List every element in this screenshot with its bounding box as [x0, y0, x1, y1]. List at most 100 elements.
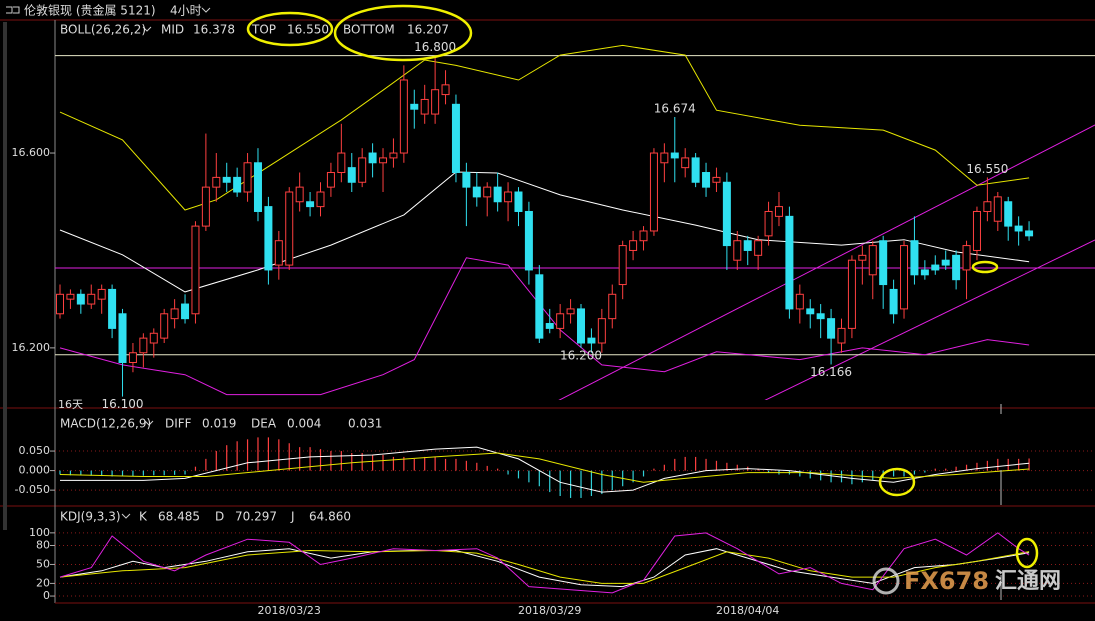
- indicator-name: MACD(12,26,9): [60, 417, 151, 431]
- candle-body: [149, 332, 158, 344]
- candle-body: [795, 293, 804, 310]
- price-annotation: 16.100: [102, 397, 144, 411]
- candle-body: [889, 288, 898, 315]
- y-tick-label: 20: [36, 576, 50, 589]
- candle-body: [441, 84, 450, 96]
- indicator-line: [59, 44, 1030, 211]
- candle-body: [972, 210, 981, 251]
- highlight-circle: [333, 4, 473, 62]
- candle-body: [743, 240, 752, 251]
- indicator-name: BOLL(26,26,2): [60, 23, 146, 37]
- period-label: 16天: [58, 398, 83, 411]
- candle-body: [201, 186, 210, 227]
- candle-body: [847, 259, 856, 329]
- highlight-circle: [246, 11, 334, 47]
- candle-body: [722, 181, 731, 247]
- candle-body: [545, 323, 554, 329]
- candle-body: [577, 308, 585, 344]
- candle-body: [608, 293, 617, 320]
- y-tick-label: 0: [43, 589, 50, 602]
- legend-value: 70.297: [235, 510, 277, 524]
- candle-body: [868, 245, 877, 276]
- candle-body: [87, 293, 96, 305]
- candle-body: [900, 245, 909, 310]
- candle-body: [347, 167, 356, 183]
- x-tick-label: 2018/04/04: [716, 604, 779, 617]
- candle-body: [285, 191, 294, 266]
- candle-body: [1014, 225, 1023, 232]
- price-annotation: 16.550: [966, 162, 1008, 176]
- candle-body: [451, 103, 460, 174]
- candle-body: [483, 186, 492, 198]
- candle-body: [556, 313, 565, 329]
- candle-body: [462, 172, 471, 188]
- candle-body: [774, 206, 783, 217]
- candle-body: [649, 152, 658, 232]
- price-annotation: 16.200: [560, 348, 602, 362]
- indicator-line: [59, 257, 1030, 396]
- legend-value: 0.004: [287, 417, 321, 431]
- link-icon[interactable]: [6, 6, 20, 14]
- legend-value: 0.019: [202, 417, 236, 431]
- legend-name: K: [139, 510, 148, 524]
- dropdown-chevron[interactable]: [144, 420, 154, 426]
- candle-body: [316, 191, 325, 208]
- highlight-circle: [971, 260, 999, 274]
- legend-name: J: [290, 510, 295, 524]
- candle-body: [118, 313, 127, 363]
- dropdown-chevron[interactable]: [201, 7, 211, 13]
- candle-body: [274, 240, 283, 266]
- candle-body: [702, 172, 711, 188]
- legend-name: DIFF: [165, 417, 192, 431]
- candle-body: [139, 337, 148, 354]
- y-tick-label: 16.200: [12, 341, 51, 354]
- candle-body: [264, 206, 273, 271]
- y-tick-label: 50: [36, 557, 50, 570]
- dropdown-chevron[interactable]: [121, 513, 131, 519]
- candle-body: [399, 79, 408, 154]
- scrollbar[interactable]: [3, 22, 7, 530]
- y-tick-label: 80: [36, 538, 50, 551]
- candle-body: [879, 240, 888, 286]
- legend-name: D: [215, 510, 224, 524]
- candle-body: [639, 230, 648, 242]
- price-annotation: 16.166: [810, 365, 852, 379]
- candle-body: [983, 201, 992, 212]
- candle-body: [827, 318, 836, 339]
- candle-body: [358, 157, 367, 183]
- candle-body: [754, 240, 763, 256]
- legend-value: 68.485: [158, 510, 200, 524]
- legend-value: 64.860: [309, 510, 351, 524]
- candle-body: [337, 152, 346, 174]
- candle-body: [191, 225, 200, 315]
- candle-body: [128, 352, 137, 363]
- period-selector[interactable]: 4小时: [170, 4, 202, 18]
- candle-body: [931, 264, 940, 271]
- candle-body: [660, 152, 669, 164]
- candle-body: [108, 288, 117, 329]
- candle-body: [837, 327, 846, 344]
- candle-body: [587, 337, 596, 344]
- symbol-name[interactable]: 伦敦银现 (贵金属 5121): [24, 3, 156, 18]
- watermark-logo: [872, 567, 900, 595]
- candle-body: [66, 293, 75, 300]
- y-tick-label: 0.000: [19, 464, 51, 477]
- indicator-line: [59, 452, 1030, 483]
- candle-body: [691, 157, 700, 183]
- candle-body: [472, 186, 481, 198]
- candle-body: [368, 152, 377, 164]
- candle-body: [233, 176, 242, 193]
- candle-body: [910, 240, 919, 276]
- highlight-circle: [1015, 537, 1039, 569]
- candle-body: [952, 254, 961, 281]
- legend-name: TOP: [251, 23, 276, 37]
- candle-body: [670, 152, 679, 159]
- candle-body: [712, 176, 721, 183]
- candle-body: [524, 210, 533, 271]
- dropdown-chevron[interactable]: [142, 26, 152, 32]
- candle-body: [306, 201, 315, 208]
- candle-body: [681, 157, 690, 169]
- candle-body: [379, 157, 388, 164]
- candle-body: [420, 98, 429, 115]
- candle-body: [222, 176, 231, 183]
